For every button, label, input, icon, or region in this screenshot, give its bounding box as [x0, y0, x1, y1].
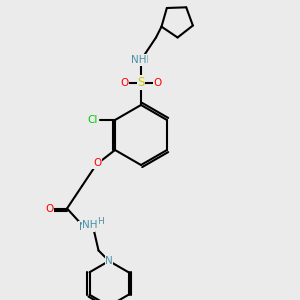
Text: O: O: [93, 158, 101, 169]
Text: N: N: [105, 256, 113, 266]
Text: O: O: [153, 77, 162, 88]
Text: Cl: Cl: [87, 115, 98, 125]
Text: NH: NH: [82, 220, 98, 230]
Text: NH: NH: [133, 55, 149, 65]
Text: O: O: [45, 203, 53, 214]
Text: H: H: [97, 217, 104, 226]
Text: NH: NH: [131, 55, 146, 65]
Text: O: O: [120, 77, 129, 88]
Text: NH: NH: [79, 221, 94, 232]
Text: S: S: [137, 76, 145, 89]
